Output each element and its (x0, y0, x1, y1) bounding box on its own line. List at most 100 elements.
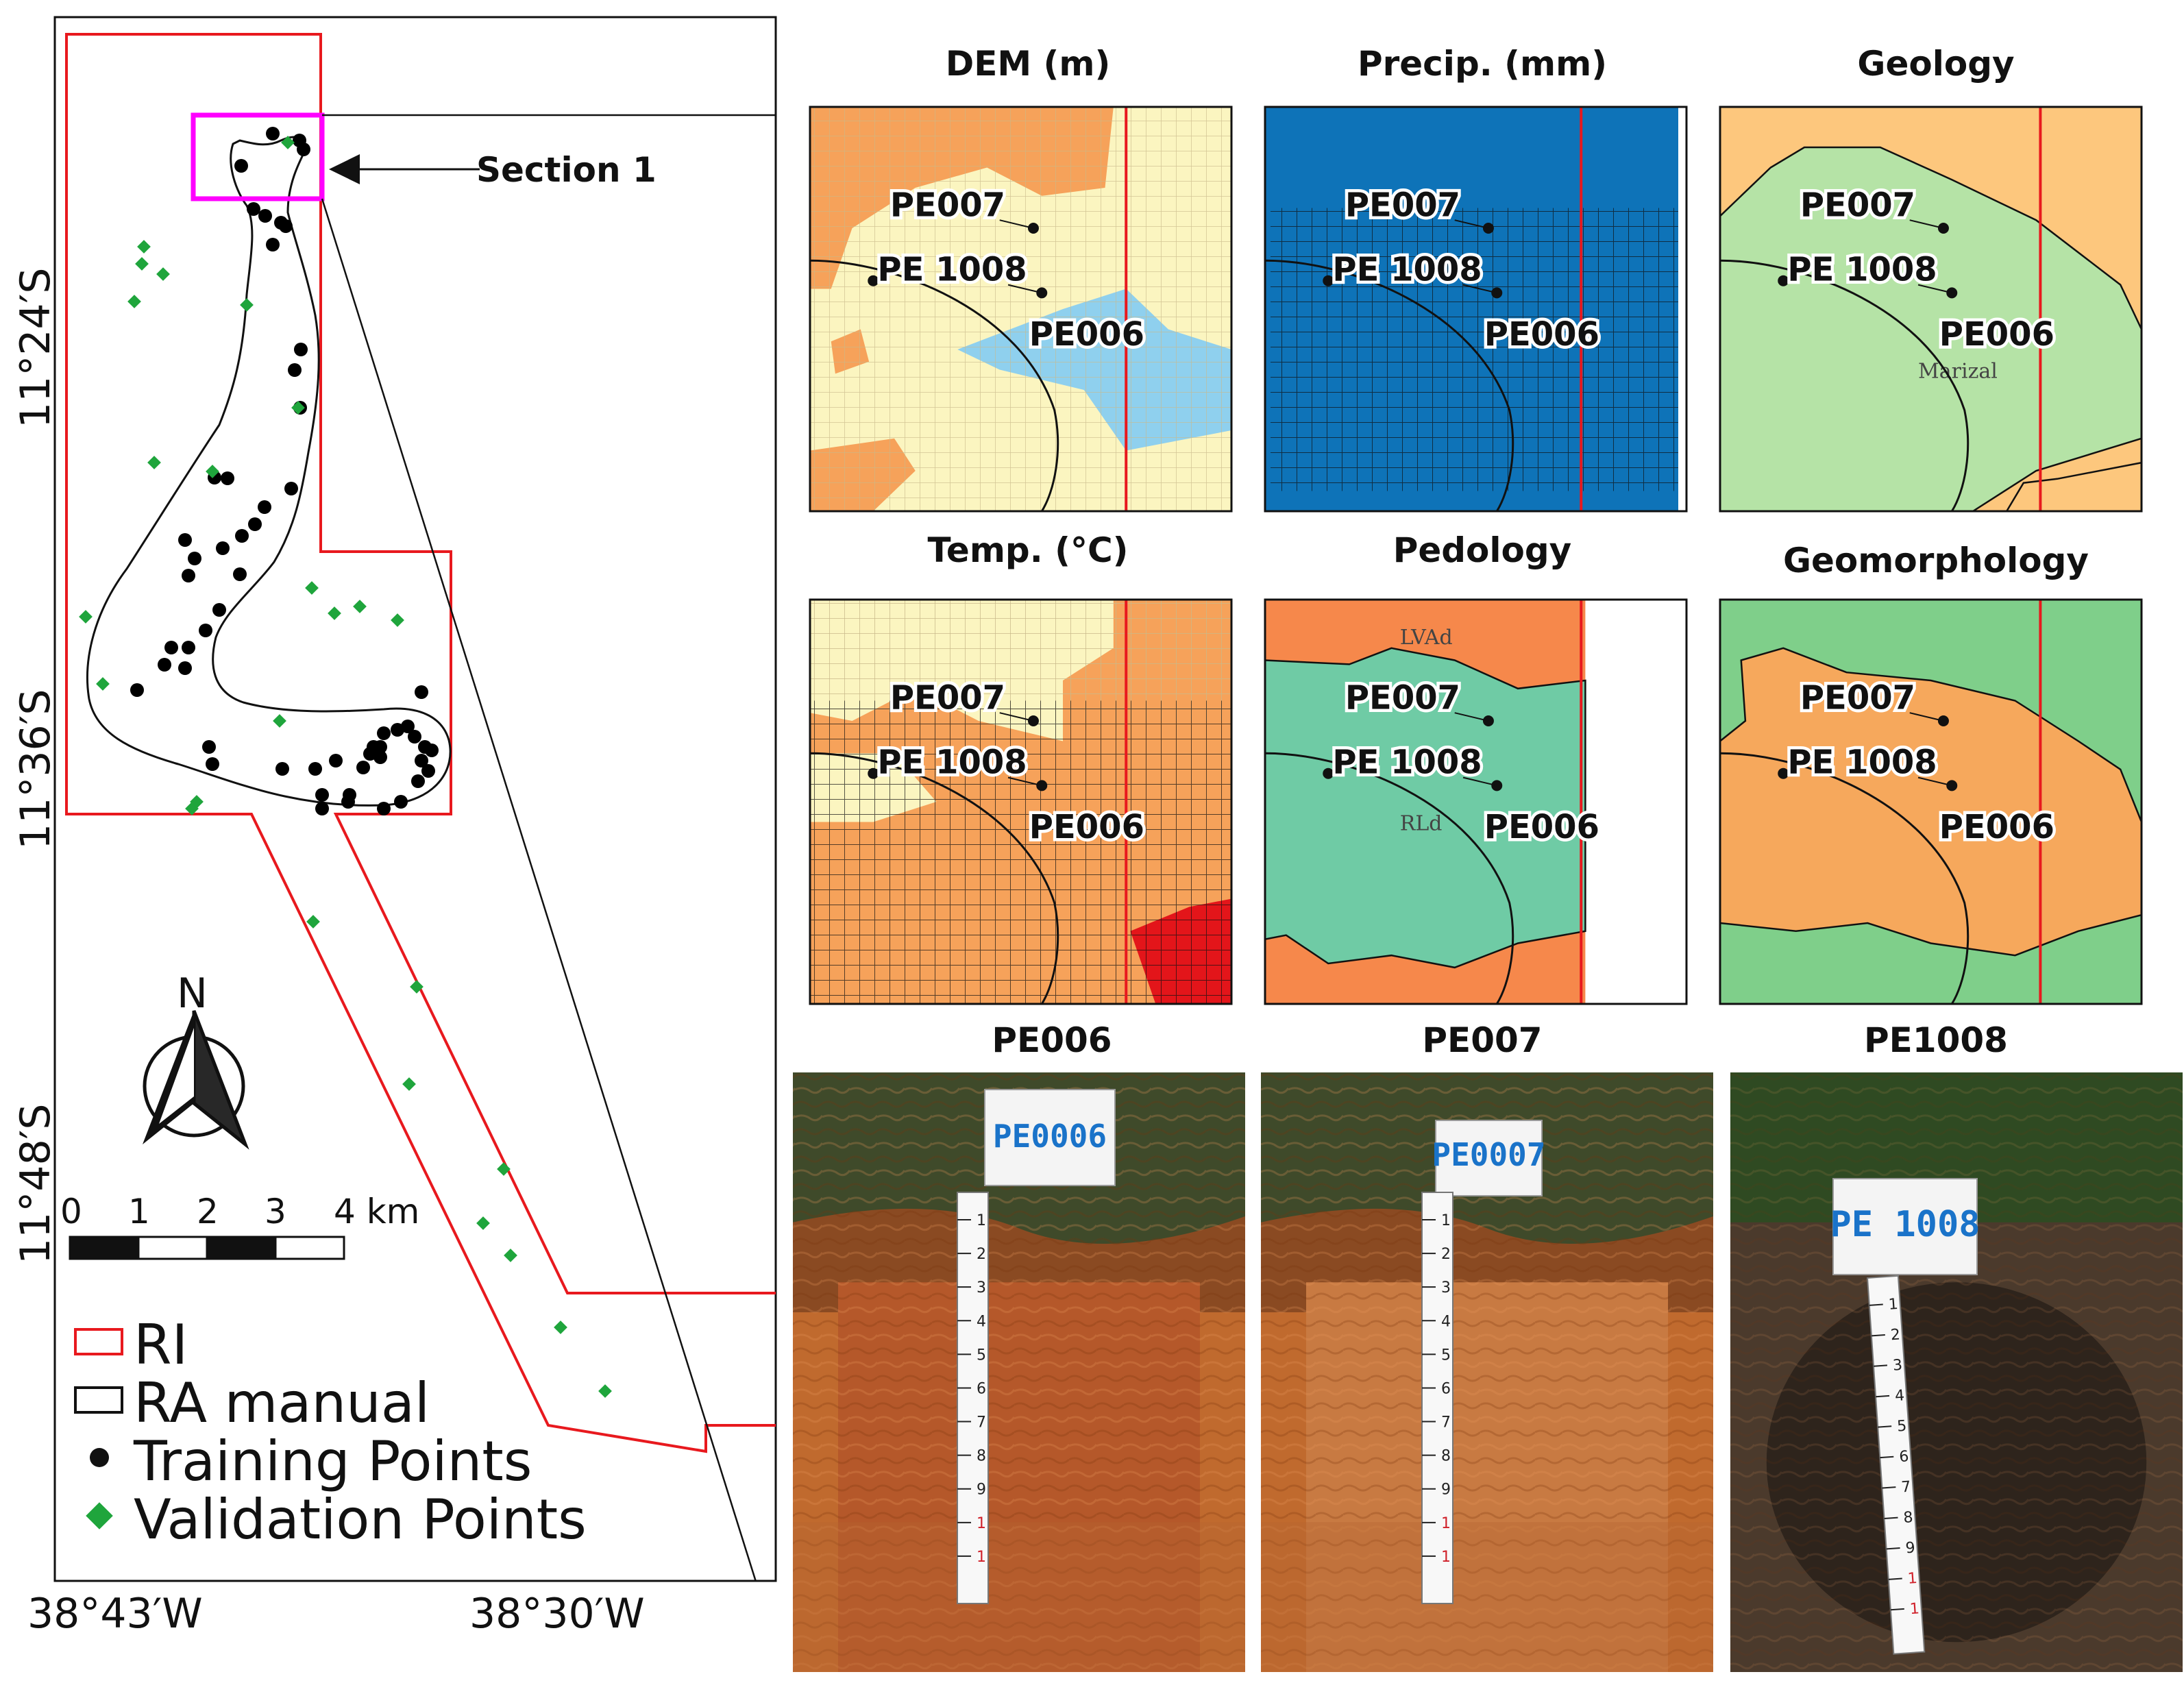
lat-label-1: 11°24′S (12, 268, 60, 428)
point-label: PE007 (890, 186, 1005, 224)
tape-mark: 1 (1441, 1212, 1451, 1229)
training-point (329, 754, 343, 767)
training-point (315, 788, 329, 802)
panel-title: Precip. (mm) (1358, 44, 1607, 84)
lon-label-1: 38°43′W (27, 1590, 203, 1638)
point-label: PE007 (1800, 186, 1915, 224)
training-point (233, 567, 247, 581)
scale-tick-3: 3 (265, 1192, 286, 1231)
scale-tick-1: 1 (128, 1192, 150, 1231)
ra-curve (1265, 752, 1514, 1004)
tape-mark: 2 (1890, 1326, 1901, 1344)
ra-curve (1720, 259, 1970, 511)
sample-point (1778, 275, 1789, 286)
tape-mark: 1 (977, 1212, 986, 1229)
training-point (182, 641, 195, 654)
training-point (356, 761, 370, 774)
point-label: PE 1008 (1332, 744, 1482, 782)
section-arrow (329, 154, 480, 184)
tape-mark: 7 (1901, 1479, 1912, 1497)
measuring-tape: 1 2 3 4 5 6 7 8 9 1 1 (957, 1192, 989, 1604)
tape-mark: 1 (977, 1549, 986, 1566)
validation-point (554, 1320, 567, 1334)
training-point (408, 730, 421, 744)
sign-board (1832, 1178, 1978, 1275)
zoom-line-bottom (321, 198, 757, 1581)
validation-point (328, 606, 341, 620)
legend-ri-symbol (74, 1328, 123, 1355)
validation-point (305, 581, 319, 595)
panel-frame (1719, 598, 2143, 1005)
training-point (235, 529, 249, 543)
ra-curve (810, 752, 1059, 1004)
training-point (247, 202, 260, 216)
sign-text: PE0006 (993, 1118, 1107, 1155)
soil-profile-photos: PE006 PE0006 1 2 3 4 5 6 7 8 9 1 1 PE007 PE0007 1 2 3 4 5 6 7… (793, 1020, 2183, 1672)
tape-mark: 6 (1898, 1448, 1909, 1466)
tape-mark: 9 (1441, 1482, 1451, 1499)
validation-point (156, 267, 170, 281)
tape-mark: 5 (1896, 1418, 1907, 1436)
point-label: PE007 (1345, 186, 1460, 224)
sample-point (1323, 275, 1334, 286)
tape-mark: 9 (977, 1482, 986, 1499)
training-point (158, 658, 171, 672)
training-point (275, 762, 289, 776)
training-point (248, 517, 262, 531)
tape-mark: 4 (1894, 1387, 1905, 1405)
training-point (415, 754, 428, 767)
tape-mark: 1 (1888, 1296, 1899, 1314)
validation-point (410, 980, 424, 994)
tape-mark: 4 (1441, 1313, 1451, 1330)
tape-mark: 4 (977, 1313, 986, 1330)
photo-3: PE1008 PE 1008 1 2 3 4 5 6 7 8 9 1 1 (1730, 1020, 2183, 1672)
photo-title: PE007 (1422, 1020, 1542, 1060)
validation-points (79, 136, 612, 1398)
ra-manual-boundary (86, 136, 452, 807)
north-label: N (177, 970, 208, 1018)
training-point (421, 764, 435, 778)
photo-1: PE006 PE0006 1 2 3 4 5 6 7 8 9 1 1 (793, 1020, 1245, 1672)
training-point (315, 802, 329, 815)
lat-label-3: 11°48′S (12, 1104, 60, 1264)
tape-mark: 2 (977, 1246, 986, 1263)
validation-point (240, 298, 254, 312)
ra-curve (810, 259, 1059, 511)
legend: RI RA manual Training Points Validation … (74, 1313, 587, 1551)
tape-mark: 8 (977, 1448, 986, 1465)
north-arrow-icon: N (143, 970, 249, 1150)
panel-title: Temp. (°C) (927, 530, 1128, 570)
panel-title: Geomorphology (1783, 541, 2089, 580)
geology-annotation: Marizal (1918, 359, 1998, 383)
legend-ra-label: RA manual (134, 1371, 430, 1435)
tape-mark: 5 (1441, 1347, 1451, 1364)
tape-mark: 3 (1441, 1279, 1451, 1297)
tape-mark: 1 (1441, 1515, 1451, 1532)
point-label: PE 1008 (877, 744, 1027, 782)
point-label: PE006 (1029, 808, 1144, 846)
panel-title: Pedology (1393, 530, 1572, 570)
training-point (297, 143, 310, 156)
training-point (130, 683, 144, 697)
training-point (212, 603, 226, 617)
tape-mark: 3 (1892, 1357, 1903, 1375)
sign-text: PE 1008 (1830, 1204, 1980, 1245)
sign-text: PE0007 (1432, 1136, 1545, 1173)
validation-point (135, 257, 149, 271)
validation-point (598, 1384, 612, 1398)
training-point (294, 343, 308, 356)
tape-mark: 7 (1441, 1414, 1451, 1432)
training-point (266, 127, 280, 140)
point-label: PE 1008 (877, 251, 1027, 289)
sample-point (868, 275, 879, 286)
ri-boundary (65, 33, 776, 1453)
validation-point (476, 1216, 490, 1230)
validation-point (206, 465, 219, 478)
section-1-box (191, 112, 325, 201)
training-point (279, 219, 293, 233)
